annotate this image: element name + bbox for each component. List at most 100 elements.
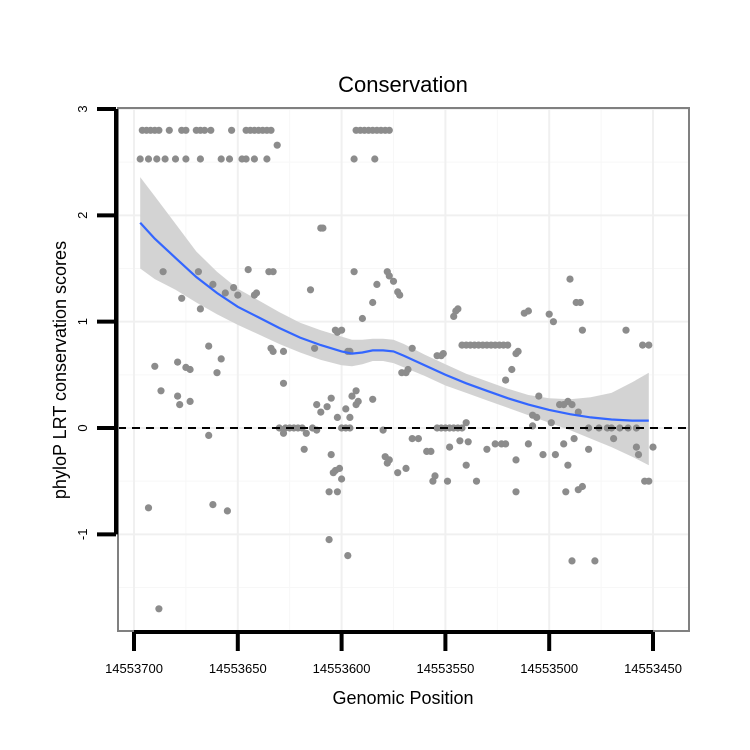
data-point [327, 394, 335, 402]
data-point [562, 488, 570, 496]
data-point [329, 469, 337, 477]
data-point [564, 461, 572, 469]
data-point [300, 445, 308, 453]
data-point [182, 155, 190, 163]
data-point [207, 126, 215, 134]
data-point [350, 268, 358, 276]
y-tick-label: 1 [75, 318, 90, 325]
data-point [456, 437, 464, 445]
data-point [408, 435, 416, 443]
data-point [279, 347, 288, 355]
data-point [539, 451, 547, 459]
data-point [263, 155, 271, 163]
data-point [408, 344, 416, 352]
data-point [342, 405, 350, 413]
data-point [157, 387, 165, 395]
data-point [545, 310, 553, 318]
data-point [373, 280, 381, 288]
data-point [269, 347, 277, 355]
data-point [217, 155, 225, 163]
data-point [325, 536, 333, 544]
data-point [136, 155, 144, 163]
data-point [196, 305, 204, 313]
data-point [443, 477, 452, 485]
data-point [568, 557, 576, 565]
data-point [404, 365, 412, 374]
data-point [350, 155, 358, 163]
data-point [578, 326, 587, 334]
data-point [369, 298, 377, 307]
x-axis: 14553700 14553650 14553600 14553550 14553500… [105, 630, 682, 676]
data-point [385, 272, 393, 280]
data-point [462, 461, 470, 469]
data-point [385, 126, 393, 134]
confidence-band-area [140, 177, 649, 466]
data-point [242, 155, 250, 163]
y-tick-label: 3 [75, 105, 90, 112]
y-axis: -1 0 1 2 3 [75, 105, 118, 541]
data-point [450, 312, 458, 320]
data-point [234, 291, 242, 299]
y-tick-label: -1 [75, 529, 90, 541]
data-point [201, 126, 209, 134]
x-tick-label: 14553550 [416, 661, 474, 676]
data-point [439, 350, 447, 358]
data-point [209, 280, 217, 288]
data-point [306, 286, 315, 294]
data-point [217, 355, 225, 363]
data-point [574, 408, 582, 416]
x-axis-label: Genomic Position [332, 688, 473, 708]
y-tick-label: 2 [75, 212, 90, 219]
y-tick-label: 0 [75, 424, 90, 431]
data-point [502, 440, 510, 448]
data-point [174, 358, 182, 366]
data-point [151, 362, 159, 370]
data-point [369, 395, 377, 403]
data-point [622, 326, 630, 334]
data-point [352, 387, 360, 395]
x-tick-label: 14553700 [105, 661, 163, 676]
data-point [591, 557, 599, 565]
data-point [205, 431, 213, 439]
data-point [209, 501, 217, 509]
data-point [462, 419, 470, 427]
data-point [269, 268, 277, 276]
data-point [205, 342, 213, 350]
data-point [514, 347, 522, 355]
data-point [446, 443, 454, 451]
data-point [144, 504, 153, 512]
data-point [182, 126, 190, 134]
data-point [196, 155, 204, 163]
data-point [358, 314, 366, 323]
data-point [182, 363, 190, 371]
data-point [335, 464, 344, 472]
data-point [504, 341, 512, 349]
data-point [502, 376, 510, 384]
data-point [333, 328, 341, 336]
data-point [325, 488, 333, 496]
data-point [223, 507, 231, 515]
data-point [302, 429, 310, 437]
data-point [547, 419, 555, 427]
data-point [454, 305, 462, 313]
data-point [171, 155, 180, 163]
data-point [352, 401, 360, 409]
data-point [389, 277, 398, 285]
data-point [186, 397, 194, 405]
data-point [178, 294, 186, 302]
data-point [483, 445, 491, 453]
data-point [174, 392, 182, 400]
data-point [414, 435, 422, 443]
data-point [566, 275, 574, 283]
confidence-band [140, 177, 649, 466]
data-point [634, 451, 643, 459]
smooth-curve [139, 222, 649, 422]
chart-title: Conservation [338, 72, 468, 97]
data-point [317, 408, 325, 416]
data-point [323, 403, 331, 411]
data-point [371, 155, 379, 163]
data-point [221, 289, 229, 297]
data-point [585, 424, 593, 432]
data-point [616, 424, 624, 432]
data-point [394, 469, 402, 477]
